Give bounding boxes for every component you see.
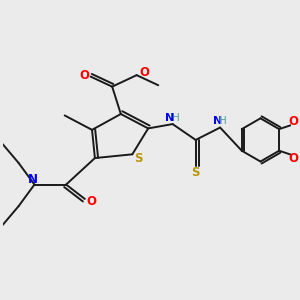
- Text: O: O: [289, 115, 298, 128]
- Text: O: O: [289, 152, 298, 165]
- Text: O: O: [86, 195, 96, 208]
- Text: S: S: [191, 166, 199, 179]
- Text: N: N: [213, 116, 222, 126]
- Text: H: H: [219, 116, 227, 126]
- Text: N: N: [28, 173, 38, 186]
- Text: S: S: [134, 152, 143, 165]
- Text: N: N: [165, 113, 174, 123]
- Text: O: O: [79, 69, 89, 82]
- Text: O: O: [140, 66, 150, 79]
- Text: H: H: [172, 113, 179, 123]
